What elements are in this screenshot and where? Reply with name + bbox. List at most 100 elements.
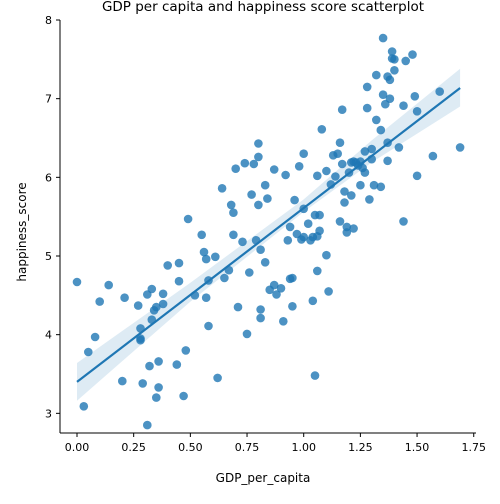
data-point	[362, 82, 372, 92]
data-point	[285, 222, 295, 232]
data-point	[152, 302, 161, 312]
y-ticks-layer: 3 4 5 6 7 8	[45, 14, 60, 420]
data-point	[269, 280, 279, 290]
data-point	[276, 284, 286, 293]
data-point	[333, 149, 343, 158]
data-point	[199, 247, 209, 257]
data-point	[349, 224, 358, 233]
data-point	[288, 273, 297, 283]
data-point	[283, 236, 293, 245]
data-point	[279, 317, 288, 326]
data-point	[158, 299, 168, 309]
data-point	[410, 92, 420, 101]
data-point	[372, 70, 381, 80]
data-point	[340, 187, 349, 196]
data-point	[79, 402, 89, 411]
data-point	[158, 289, 168, 299]
data-point	[299, 149, 309, 158]
data-point	[84, 347, 93, 357]
data-point	[172, 360, 182, 369]
data-point	[455, 143, 465, 152]
data-point	[362, 103, 372, 113]
data-point	[254, 152, 263, 162]
data-point	[385, 75, 395, 85]
data-point	[256, 313, 265, 323]
data-point	[367, 144, 377, 154]
data-point	[201, 254, 211, 264]
data-point	[387, 47, 397, 56]
x-tick-label: 0.00	[65, 441, 90, 454]
data-point	[238, 237, 247, 247]
data-point	[229, 230, 238, 240]
data-point	[174, 276, 184, 286]
data-point	[181, 346, 191, 355]
data-point	[197, 230, 206, 240]
data-point	[347, 191, 356, 200]
data-point	[317, 125, 327, 134]
data-point	[263, 194, 272, 203]
data-point	[322, 250, 331, 260]
data-point	[152, 393, 161, 402]
data-point	[372, 115, 381, 125]
y-tick-label: 7	[45, 93, 52, 106]
x-tick-label: 0.50	[178, 441, 203, 454]
y-tick-label: 5	[45, 250, 52, 263]
data-point	[324, 287, 333, 296]
data-point	[383, 156, 392, 166]
data-point	[163, 261, 172, 270]
data-point	[256, 305, 265, 314]
data-point	[399, 217, 408, 226]
data-point	[229, 208, 238, 217]
data-point	[260, 180, 270, 190]
data-point	[260, 258, 270, 267]
data-point	[331, 172, 340, 181]
data-point	[378, 33, 388, 43]
data-point	[245, 268, 254, 277]
data-point	[118, 376, 127, 386]
axes-layer	[59, 20, 476, 434]
data-point	[313, 266, 322, 276]
data-point	[201, 293, 211, 303]
data-point	[385, 94, 395, 103]
data-point	[428, 151, 438, 161]
data-point	[337, 159, 347, 169]
data-point	[376, 125, 386, 135]
data-point	[412, 171, 422, 181]
data-point	[256, 245, 265, 254]
data-point	[288, 302, 297, 311]
data-point	[254, 139, 263, 148]
data-point	[369, 180, 379, 190]
data-point	[242, 329, 252, 339]
data-point	[269, 165, 279, 174]
x-axis-label: GDP_per_capita	[216, 471, 311, 485]
data-point	[220, 273, 229, 283]
regression-line-layer	[76, 87, 461, 383]
data-point	[340, 198, 349, 207]
chart-title: GDP per capita and happiness score scatt…	[102, 0, 424, 15]
data-point	[390, 66, 399, 75]
y-axis-label: happiness_score	[15, 182, 29, 281]
data-point	[294, 162, 304, 171]
data-point	[342, 222, 352, 232]
data-point	[408, 50, 417, 59]
data-point	[174, 258, 184, 268]
data-point	[233, 302, 243, 312]
data-point	[310, 371, 320, 380]
data-point	[313, 171, 322, 181]
data-point	[378, 90, 388, 99]
data-point	[90, 332, 100, 342]
data-point	[213, 373, 222, 383]
data-point	[154, 383, 163, 392]
data-point	[154, 357, 163, 366]
data-point	[308, 296, 318, 306]
data-point	[104, 280, 113, 290]
data-point	[231, 164, 240, 173]
data-point	[394, 143, 404, 152]
data-point	[247, 190, 256, 199]
data-point	[95, 297, 104, 306]
data-point	[299, 232, 309, 242]
data-point	[335, 217, 345, 226]
data-point	[217, 184, 227, 193]
x-tick-label: 1.50	[405, 441, 430, 454]
